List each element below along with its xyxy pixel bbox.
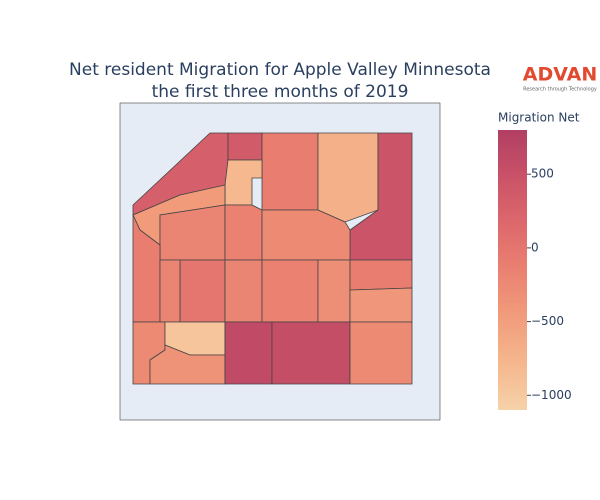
region — [179, 259, 226, 323]
region — [261, 132, 319, 211]
region — [224, 204, 263, 261]
region — [159, 204, 226, 261]
region — [349, 259, 413, 291]
title-line-1: Net resident Migration for Apple Valley … — [69, 60, 491, 80]
region — [149, 344, 226, 385]
title-line-2: the first three months of 2019 — [152, 82, 409, 102]
colorbar-tick-label: −500 — [531, 314, 564, 328]
region — [261, 259, 319, 323]
region — [224, 259, 263, 323]
regions — [132, 132, 413, 385]
colorbar-tick-label: 0 — [531, 240, 539, 254]
colorbar-title: Migration Net — [498, 111, 580, 125]
region — [317, 259, 351, 323]
region — [349, 287, 413, 323]
region — [349, 321, 413, 385]
logo-name: ADVAN — [523, 64, 598, 86]
region — [224, 321, 273, 385]
colorbar-ticks: 500 0 −500 −1000 — [527, 167, 572, 402]
region — [159, 259, 181, 323]
region — [271, 321, 351, 385]
colorbar — [498, 130, 527, 410]
region — [317, 132, 379, 223]
colorbar-tick-label: −1000 — [531, 388, 572, 402]
colorbar-tick-label: 500 — [531, 167, 554, 181]
logo-tagline: Research through Technology — [523, 87, 597, 93]
